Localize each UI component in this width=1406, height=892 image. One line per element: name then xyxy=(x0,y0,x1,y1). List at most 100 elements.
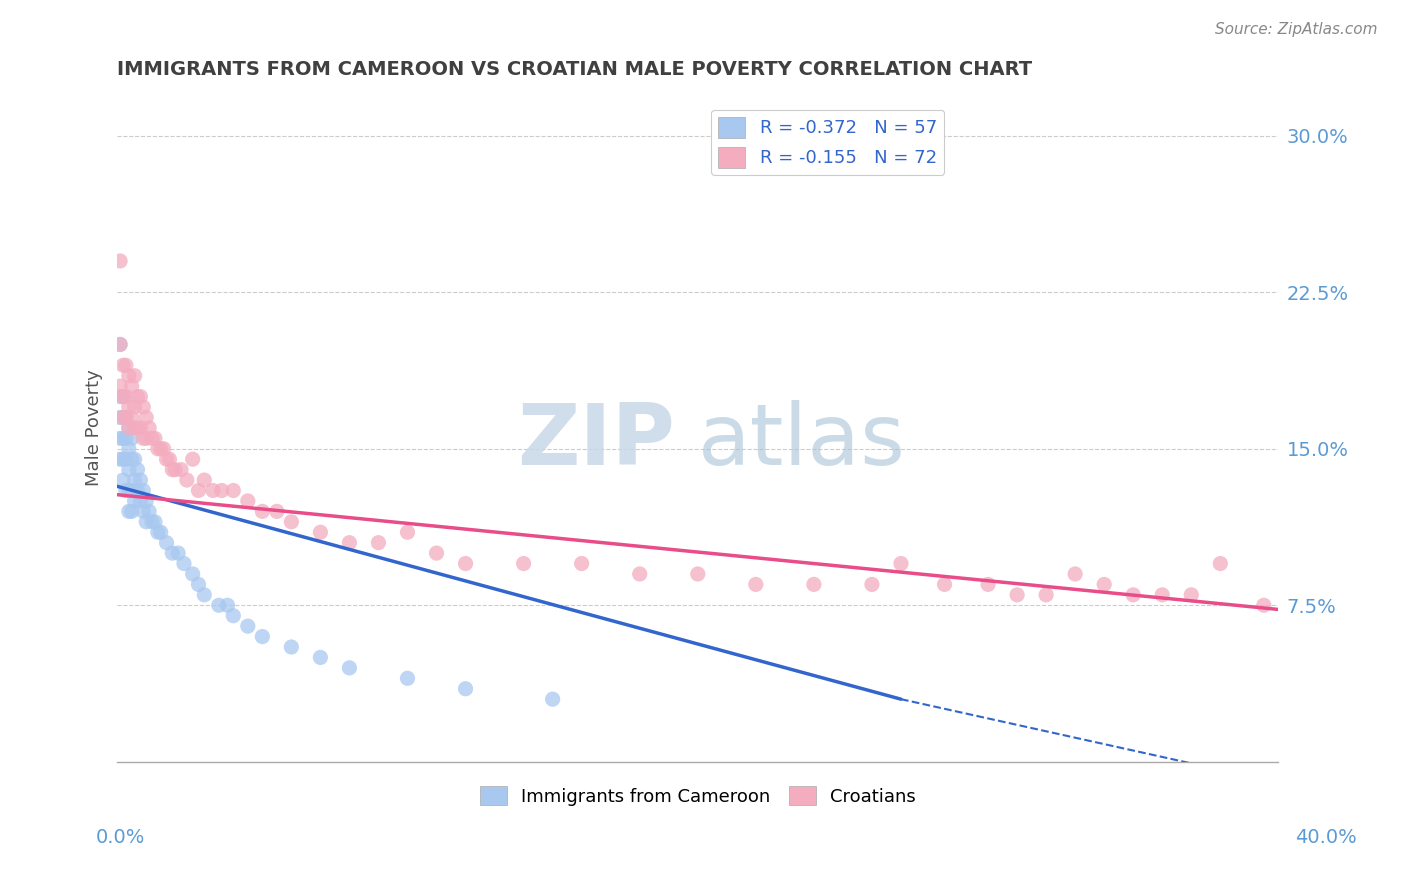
Point xyxy=(118,442,141,456)
Point xyxy=(860,577,883,591)
Point xyxy=(121,504,143,518)
Point xyxy=(309,525,332,540)
Point xyxy=(280,515,302,529)
Point xyxy=(111,390,134,404)
Point xyxy=(173,557,195,571)
Point xyxy=(396,671,419,685)
Point xyxy=(1152,588,1174,602)
Point xyxy=(146,442,169,456)
Point xyxy=(108,431,131,445)
Point xyxy=(108,410,131,425)
Point xyxy=(118,368,141,383)
Point xyxy=(115,452,138,467)
Point xyxy=(1005,588,1028,602)
Point xyxy=(111,431,134,445)
Point xyxy=(208,599,231,613)
Point xyxy=(152,442,174,456)
Point xyxy=(252,504,274,518)
Point xyxy=(211,483,233,498)
Point xyxy=(222,608,245,623)
Point xyxy=(118,421,141,435)
Point xyxy=(111,410,134,425)
Point xyxy=(108,337,131,351)
Y-axis label: Male Poverty: Male Poverty xyxy=(86,369,103,486)
Point xyxy=(162,463,184,477)
Point xyxy=(236,619,259,633)
Point xyxy=(124,368,146,383)
Point xyxy=(159,452,181,467)
Point xyxy=(1180,588,1202,602)
Point xyxy=(686,566,709,581)
Point xyxy=(127,483,149,498)
Point xyxy=(127,421,149,435)
Point xyxy=(118,483,141,498)
Point xyxy=(108,254,131,268)
Point xyxy=(1122,588,1144,602)
Point xyxy=(138,504,160,518)
Point xyxy=(121,452,143,467)
Point xyxy=(121,410,143,425)
Point xyxy=(143,431,166,445)
Point xyxy=(115,410,138,425)
Point xyxy=(129,390,152,404)
Text: Source: ZipAtlas.com: Source: ZipAtlas.com xyxy=(1215,22,1378,37)
Point xyxy=(803,577,825,591)
Point xyxy=(222,483,245,498)
Point xyxy=(129,494,152,508)
Point xyxy=(252,630,274,644)
Point xyxy=(124,452,146,467)
Point xyxy=(108,390,131,404)
Point xyxy=(115,483,138,498)
Point xyxy=(309,650,332,665)
Point xyxy=(135,494,157,508)
Point xyxy=(146,525,169,540)
Point xyxy=(155,452,177,467)
Point xyxy=(1253,599,1275,613)
Point xyxy=(339,535,361,549)
Point xyxy=(118,421,141,435)
Point xyxy=(141,515,163,529)
Point xyxy=(1209,557,1232,571)
Point xyxy=(118,463,141,477)
Point xyxy=(217,599,239,613)
Point xyxy=(118,400,141,414)
Point xyxy=(201,483,224,498)
Point xyxy=(115,390,138,404)
Point xyxy=(135,410,157,425)
Point xyxy=(1035,588,1057,602)
Point xyxy=(115,359,138,373)
Point xyxy=(108,379,131,393)
Point xyxy=(132,504,155,518)
Point xyxy=(121,483,143,498)
Point xyxy=(541,692,564,706)
Point xyxy=(745,577,768,591)
Text: 40.0%: 40.0% xyxy=(1295,828,1357,847)
Point xyxy=(135,431,157,445)
Point xyxy=(165,463,187,477)
Point xyxy=(118,504,141,518)
Point xyxy=(170,463,193,477)
Point xyxy=(167,546,190,560)
Point xyxy=(280,640,302,654)
Point xyxy=(512,557,534,571)
Point xyxy=(934,577,956,591)
Point xyxy=(187,483,209,498)
Point xyxy=(162,546,184,560)
Point xyxy=(339,661,361,675)
Point xyxy=(176,473,198,487)
Point xyxy=(193,473,215,487)
Point xyxy=(124,400,146,414)
Point xyxy=(111,452,134,467)
Point xyxy=(266,504,288,518)
Point xyxy=(181,452,204,467)
Point xyxy=(155,535,177,549)
Point xyxy=(571,557,593,571)
Point xyxy=(143,515,166,529)
Point xyxy=(1092,577,1115,591)
Point xyxy=(129,421,152,435)
Point xyxy=(181,566,204,581)
Point xyxy=(108,452,131,467)
Point xyxy=(135,515,157,529)
Point xyxy=(187,577,209,591)
Point xyxy=(149,442,172,456)
